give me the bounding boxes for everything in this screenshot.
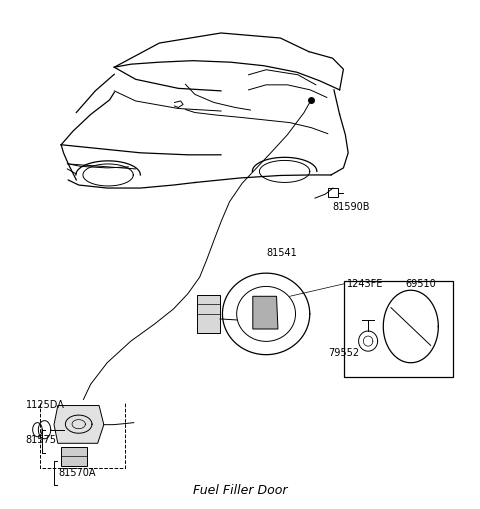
Polygon shape [61, 447, 87, 466]
Text: 81590B: 81590B [333, 202, 370, 212]
Polygon shape [54, 406, 104, 443]
Text: 81541: 81541 [266, 248, 297, 259]
Polygon shape [253, 296, 278, 329]
Text: 79552: 79552 [328, 348, 359, 358]
Text: 81575: 81575 [25, 435, 57, 445]
Polygon shape [197, 295, 220, 333]
Text: Fuel Filler Door: Fuel Filler Door [193, 484, 287, 497]
Text: 81570A: 81570A [59, 468, 96, 478]
Text: 69510: 69510 [405, 279, 436, 289]
Text: 1243FE: 1243FE [347, 279, 383, 289]
Text: 1125DA: 1125DA [25, 400, 64, 410]
